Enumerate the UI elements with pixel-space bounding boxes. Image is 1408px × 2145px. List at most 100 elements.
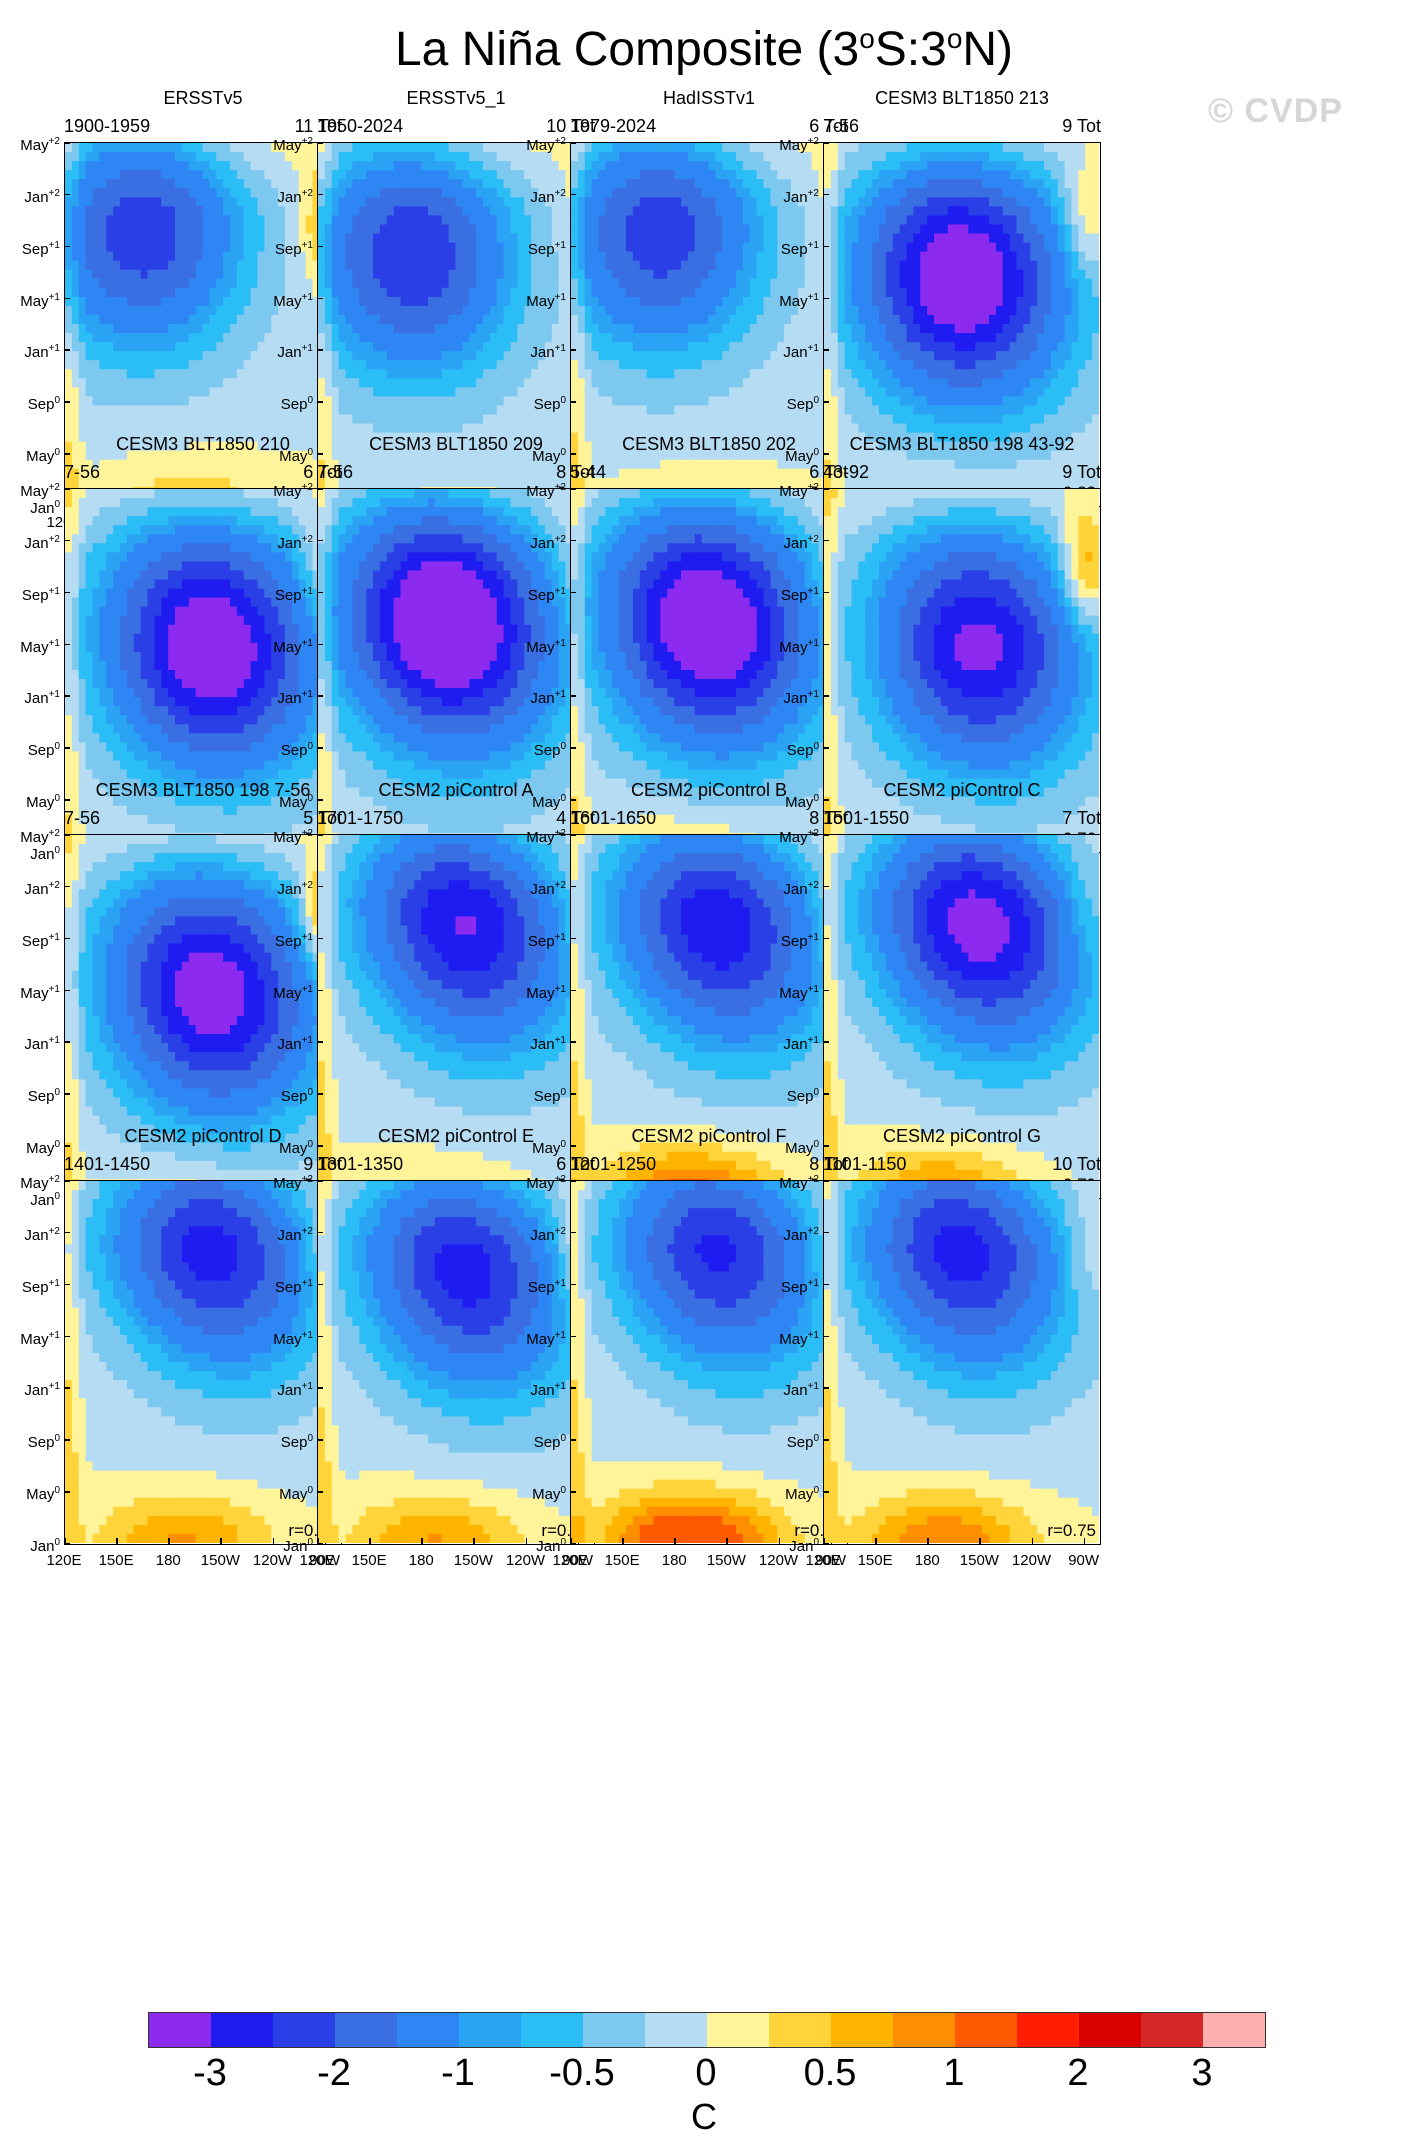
heatmap-cell <box>318 351 326 361</box>
heatmap-cell <box>476 360 484 370</box>
heatmap-cell <box>106 314 114 325</box>
heatmap-cell <box>531 143 539 153</box>
heatmap-cell <box>92 360 100 370</box>
heatmap-cell <box>421 333 429 343</box>
heatmap-cell <box>674 260 682 271</box>
heatmap-cell <box>168 351 176 361</box>
heatmap-cell <box>99 170 107 180</box>
heatmap-cell <box>777 396 785 407</box>
heatmap-cell <box>1009 152 1018 162</box>
heatmap-cell <box>483 414 491 425</box>
heatmap-cell <box>243 143 252 153</box>
heatmap-cell <box>844 152 853 162</box>
heatmap-cell <box>469 369 477 379</box>
heatmap-cell <box>503 305 512 316</box>
heatmap-cell <box>749 468 758 479</box>
heatmap-cell <box>147 197 155 207</box>
heatmap-cell <box>373 333 381 343</box>
heatmap-cell <box>278 414 286 425</box>
heatmap-cell <box>209 305 217 316</box>
heatmap-cell <box>551 324 560 334</box>
heatmap-cell <box>202 188 210 198</box>
heatmap-cell <box>489 477 498 488</box>
heatmap-cell <box>632 396 641 407</box>
heatmap-cell <box>106 305 114 316</box>
heatmap-cell <box>469 468 477 479</box>
heatmap-cell <box>818 278 826 289</box>
heatmap-cell <box>476 324 484 334</box>
heatmap-cell <box>99 405 107 416</box>
heatmap-cell <box>188 251 197 262</box>
heatmap-cell <box>742 179 751 189</box>
heatmap-cell <box>667 296 675 307</box>
heatmap-cell <box>99 324 107 334</box>
heatmap-cell <box>619 233 627 244</box>
heatmap-cell <box>681 233 689 244</box>
heatmap-cell <box>393 188 402 198</box>
heatmap-cell <box>736 342 744 352</box>
heatmap-cell <box>448 396 457 407</box>
heatmap-cell <box>352 378 360 388</box>
heatmap-cell <box>421 414 429 425</box>
heatmap-cell <box>791 296 799 307</box>
heatmap-cell <box>181 287 190 298</box>
heatmap-cell <box>632 188 641 198</box>
heatmap-cell <box>195 179 204 189</box>
heatmap-cell <box>209 179 217 189</box>
heatmap-cell <box>736 170 744 180</box>
heatmap-cell <box>441 333 450 343</box>
heatmap-cell <box>565 414 573 425</box>
heatmap-cell <box>264 369 272 379</box>
heatmap-cell <box>551 405 560 416</box>
heatmap-cell <box>216 459 224 470</box>
heatmap-cell <box>99 206 107 216</box>
heatmap-cell <box>483 441 491 452</box>
heatmap-cell <box>770 215 778 226</box>
heatmap-cell <box>133 233 142 244</box>
heatmap-cell <box>674 143 682 153</box>
heatmap-cell <box>591 224 600 235</box>
heatmap-cell <box>646 441 655 452</box>
heatmap-cell <box>298 477 307 488</box>
heatmap-cell <box>476 224 484 235</box>
heatmap-cell <box>312 188 320 198</box>
heatmap-cell <box>722 378 730 388</box>
heatmap-cell <box>558 305 567 316</box>
heatmap-cell <box>879 152 887 162</box>
heatmap-cell <box>476 314 484 325</box>
heatmap-cell <box>386 441 395 452</box>
heatmap-cell <box>331 170 340 180</box>
panel-1: ERSSTv5 1900-1959 11 Tot May+2 Jan+2 Sep+1 May… <box>0 88 348 548</box>
heatmap-cell <box>756 333 765 343</box>
heatmap-cell <box>434 206 443 216</box>
heatmap-cell <box>448 459 457 470</box>
heatmap-cell <box>763 477 771 488</box>
heatmap-cell <box>120 314 128 325</box>
heatmap-cell <box>243 441 252 452</box>
heatmap-cell <box>168 468 176 479</box>
heatmap-cell <box>605 170 613 180</box>
heatmap-cell <box>517 278 525 289</box>
heatmap-cell <box>230 251 238 262</box>
heatmap-cell <box>619 360 627 370</box>
heatmap-cell <box>379 152 388 162</box>
heatmap-cell <box>694 296 703 307</box>
heatmap-cell <box>318 305 326 316</box>
heatmap-cell <box>544 477 553 488</box>
heatmap-cell <box>291 441 300 452</box>
heatmap-cell <box>681 179 689 189</box>
heatmap-cell <box>271 143 279 153</box>
heatmap-cell <box>181 188 190 198</box>
heatmap-cell <box>257 215 265 226</box>
heatmap-cell <box>639 396 648 407</box>
heatmap-cell <box>161 468 169 479</box>
heatmap-cell <box>414 143 422 153</box>
heatmap-cell <box>722 441 730 452</box>
heatmap-cell <box>708 369 716 379</box>
heatmap-cell <box>373 143 381 153</box>
heatmap-cell <box>646 468 655 479</box>
heatmap-cell <box>99 387 107 397</box>
heatmap-cell <box>78 342 87 352</box>
heatmap-cell <box>324 314 333 325</box>
heatmap-cell <box>612 305 620 316</box>
